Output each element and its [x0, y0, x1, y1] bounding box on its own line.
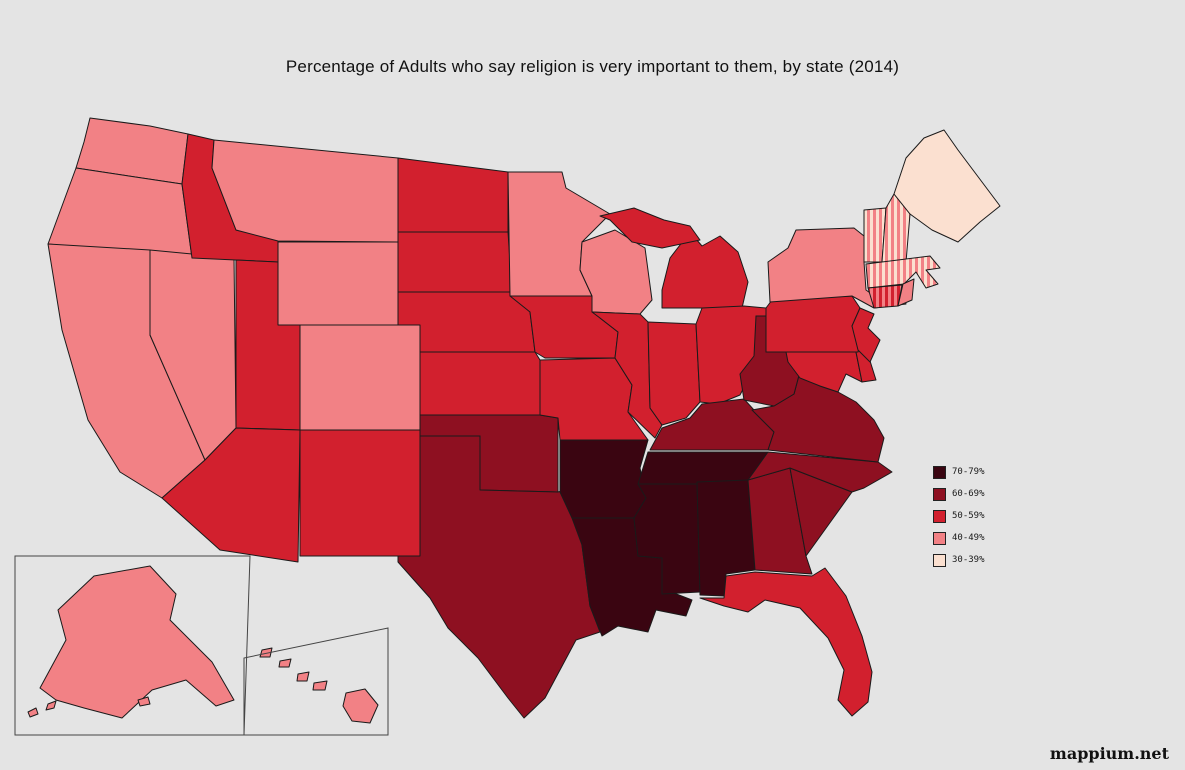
legend-label: 60-69%: [952, 489, 985, 499]
state-ak: [45, 700, 57, 711]
state-in: [647, 321, 701, 426]
watermark: mappium.net: [1049, 744, 1169, 763]
legend-label: 40-49%: [952, 533, 985, 543]
legend-swatch: [933, 553, 946, 567]
state-ak: [39, 565, 235, 719]
state-ak: [137, 696, 151, 707]
legend-swatch: [933, 465, 946, 479]
state-co: [299, 324, 421, 431]
hawaii-inset-box: [243, 627, 389, 736]
state-hi: [278, 658, 292, 668]
legend-item: 60-69%: [933, 483, 985, 505]
state-ar: [559, 439, 649, 519]
legend-item: 50-59%: [933, 505, 985, 527]
legend-label: 30-39%: [952, 555, 985, 565]
state-nm: [299, 429, 421, 557]
state-ak: [27, 707, 39, 718]
state-mi: [599, 207, 701, 249]
state-il: [591, 311, 663, 439]
state-nh: [881, 193, 911, 263]
map-legend: 70-79% 60-69% 50-59% 40-49% 30-39%: [933, 461, 985, 571]
legend-swatch: [933, 487, 946, 501]
state-me: [893, 129, 1001, 243]
legend-item: 40-49%: [933, 527, 985, 549]
state-mt: [211, 139, 399, 243]
state-nj: [851, 307, 881, 363]
state-mi: [661, 231, 749, 309]
state-sd: [397, 231, 513, 293]
map-title: Percentage of Adults who say religion is…: [285, 57, 900, 76]
state-hi: [312, 680, 328, 691]
state-nd: [397, 157, 509, 233]
state-hi: [296, 671, 310, 682]
state-fl: [699, 567, 873, 717]
legend-item: 30-39%: [933, 549, 985, 571]
legend-item: 70-79%: [933, 461, 985, 483]
legend-label: 50-59%: [952, 511, 985, 521]
state-ks: [419, 351, 541, 416]
legend-swatch: [933, 531, 946, 545]
state-hi: [342, 688, 379, 724]
state-ct: [867, 284, 903, 309]
state-nc: [747, 451, 893, 493]
state-wy: [277, 241, 399, 326]
state-pa: [765, 295, 861, 353]
legend-label: 70-79%: [952, 467, 985, 477]
legend-swatch: [933, 509, 946, 523]
state-ri: [897, 278, 915, 307]
